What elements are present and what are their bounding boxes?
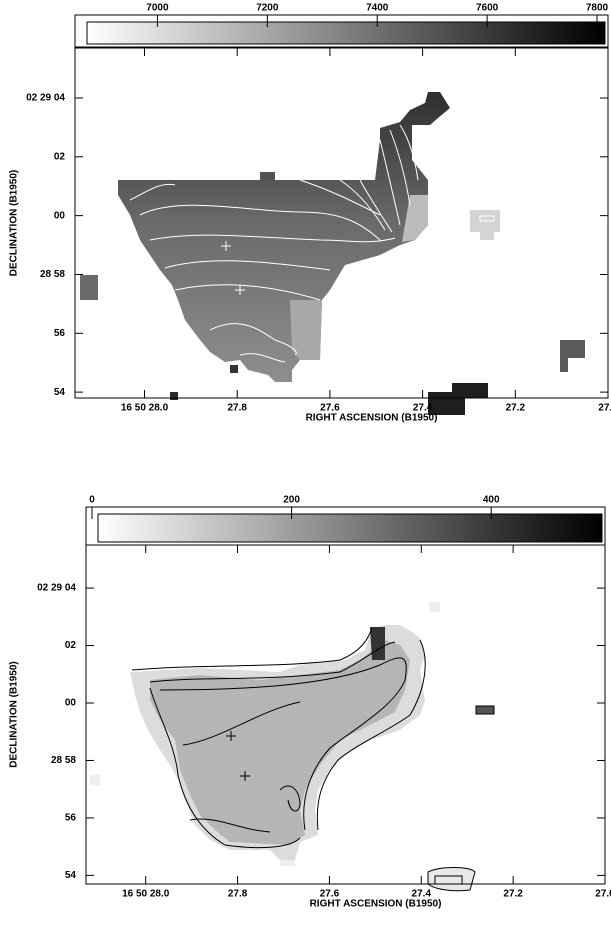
y-tick-label: 02 bbox=[65, 640, 77, 651]
y-tick-label: 02 bbox=[54, 151, 66, 162]
colorbar-tick-label: 7400 bbox=[366, 3, 389, 14]
x-tick-label: 16 50 28.0 bbox=[122, 889, 170, 900]
y-tick-label: 56 bbox=[65, 813, 77, 824]
y-tick-label: 02 29 04 bbox=[26, 93, 65, 104]
colorbar-tick-label: 7800 bbox=[586, 3, 609, 14]
y-tick-label: 28 58 bbox=[51, 755, 76, 766]
plot-frame bbox=[74, 47, 609, 399]
y-axis-label: DECLINATION (B1950) bbox=[9, 661, 20, 768]
y-tick-label: 00 bbox=[54, 210, 66, 221]
x-tick-label: 27.4 bbox=[412, 889, 432, 900]
y-axis-label: DECLINATION (B1950) bbox=[9, 170, 20, 277]
colorbar-tick-label: 0 bbox=[89, 495, 95, 506]
x-tick-label: 27.8 bbox=[228, 889, 248, 900]
colorbar-gradient bbox=[97, 513, 603, 543]
colorbar-tick-label: 7200 bbox=[256, 3, 279, 14]
y-tick-label: 02 29 04 bbox=[37, 583, 76, 594]
colorbar-tick-label: 7000 bbox=[146, 3, 169, 14]
colorbar-tick-label: 400 bbox=[483, 495, 500, 506]
x-tick-label: 27.2 bbox=[503, 889, 523, 900]
y-tick-label: 54 bbox=[54, 387, 66, 398]
x-tick-label: 27.0 bbox=[595, 889, 611, 900]
x-tick-label: 27.2 bbox=[506, 403, 526, 414]
colorbar-tick-label: 200 bbox=[283, 495, 300, 506]
y-tick-label: 00 bbox=[65, 698, 77, 709]
y-tick-label: 28 58 bbox=[40, 269, 65, 280]
x-tick-label: 27.0 bbox=[598, 403, 611, 414]
plot-frame bbox=[85, 544, 606, 885]
x-axis-label: RIGHT ASCENSION (B1950) bbox=[310, 899, 442, 910]
map-image-top bbox=[80, 92, 585, 415]
colorbar-gradient bbox=[86, 21, 606, 45]
y-tick-label: 56 bbox=[54, 328, 66, 339]
x-tick-label: 16 50 28.0 bbox=[121, 403, 169, 414]
colorbar-tick-label: 7600 bbox=[476, 3, 499, 14]
x-tick-label: 27.6 bbox=[320, 403, 340, 414]
x-tick-label: 27.6 bbox=[320, 889, 340, 900]
colorbar-frame bbox=[74, 14, 609, 48]
y-tick-label: 54 bbox=[65, 870, 77, 881]
x-tick-label: 27.8 bbox=[227, 403, 247, 414]
x-tick-label: 27.4 bbox=[413, 403, 433, 414]
x-axis-label: RIGHT ASCENSION (B1950) bbox=[306, 413, 438, 424]
map-image-bottom bbox=[90, 602, 495, 892]
